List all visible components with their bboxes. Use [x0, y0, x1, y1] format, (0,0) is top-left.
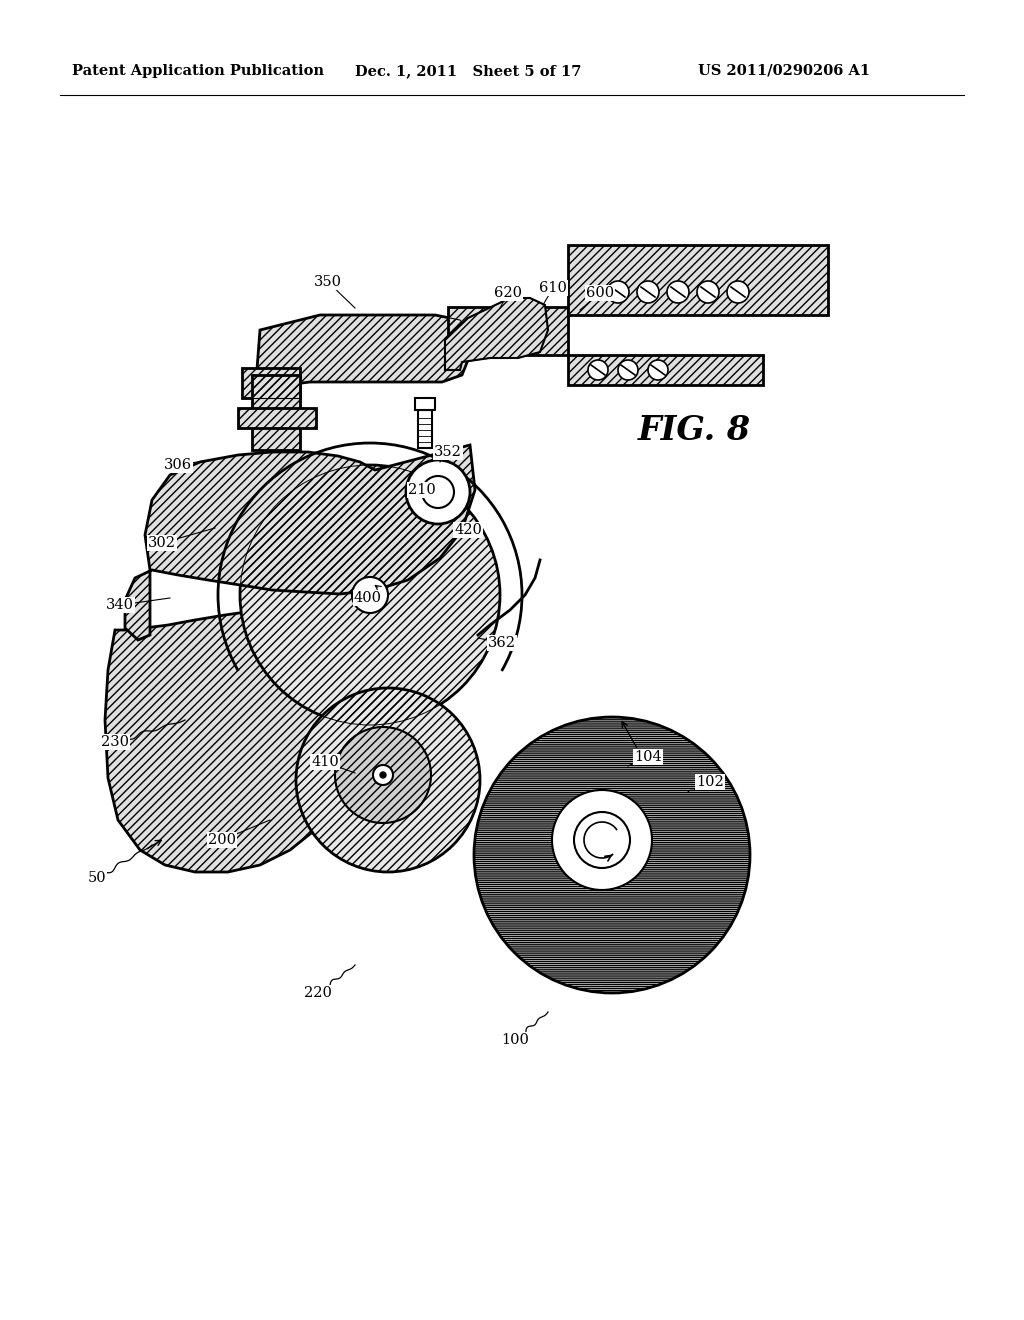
Bar: [242, 368, 300, 399]
Polygon shape: [445, 298, 548, 370]
Circle shape: [607, 281, 629, 304]
Text: FIG. 8: FIG. 8: [638, 413, 752, 446]
Text: 306: 306: [164, 458, 193, 473]
Text: 410: 410: [311, 755, 339, 770]
Text: Dec. 1, 2011   Sheet 5 of 17: Dec. 1, 2011 Sheet 5 of 17: [355, 63, 582, 78]
Circle shape: [366, 591, 374, 599]
Bar: [418, 411, 432, 447]
Text: 350: 350: [314, 275, 342, 289]
Text: 600: 600: [586, 286, 614, 300]
Circle shape: [648, 360, 668, 380]
Circle shape: [335, 727, 431, 822]
Circle shape: [422, 477, 454, 508]
Circle shape: [240, 465, 500, 725]
Circle shape: [667, 281, 689, 304]
Polygon shape: [125, 445, 475, 640]
Bar: [449, 308, 568, 355]
Circle shape: [727, 281, 749, 304]
Text: 352: 352: [434, 445, 462, 459]
Circle shape: [474, 717, 750, 993]
Circle shape: [574, 812, 630, 869]
Polygon shape: [255, 315, 470, 450]
Text: 362: 362: [488, 636, 516, 649]
Text: 104: 104: [634, 750, 662, 764]
Bar: [252, 375, 300, 450]
Circle shape: [588, 360, 608, 380]
Text: 340: 340: [106, 598, 134, 612]
Polygon shape: [105, 609, 378, 873]
Text: 100: 100: [501, 1034, 529, 1047]
Bar: [238, 408, 316, 428]
Bar: [252, 375, 300, 450]
Circle shape: [406, 459, 470, 524]
Text: 230: 230: [101, 735, 129, 748]
Circle shape: [373, 766, 393, 785]
Bar: [568, 355, 763, 385]
Text: 620: 620: [494, 286, 522, 300]
Text: 610: 610: [539, 281, 567, 294]
Text: Patent Application Publication: Patent Application Publication: [72, 63, 324, 78]
Text: 50: 50: [88, 871, 106, 884]
Circle shape: [552, 789, 652, 890]
Bar: [449, 308, 568, 355]
Text: 200: 200: [208, 833, 236, 847]
Text: 102: 102: [696, 775, 724, 789]
Circle shape: [352, 577, 388, 612]
Text: 420: 420: [454, 523, 482, 537]
Text: US 2011/0290206 A1: US 2011/0290206 A1: [698, 63, 870, 78]
Circle shape: [618, 360, 638, 380]
Circle shape: [380, 772, 386, 777]
Circle shape: [697, 281, 719, 304]
Bar: [238, 408, 316, 428]
Circle shape: [296, 688, 480, 873]
Bar: [242, 368, 300, 399]
Text: 210: 210: [409, 483, 436, 498]
Circle shape: [637, 281, 659, 304]
Bar: [568, 246, 828, 315]
Text: 302: 302: [148, 536, 176, 550]
Text: 400: 400: [354, 591, 382, 605]
Bar: [568, 246, 828, 315]
Bar: [415, 399, 435, 411]
Bar: [568, 355, 763, 385]
Text: 220: 220: [304, 986, 332, 1001]
